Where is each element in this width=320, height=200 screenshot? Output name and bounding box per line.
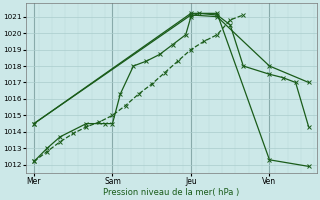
X-axis label: Pression niveau de la mer( hPa ): Pression niveau de la mer( hPa ) [103,188,239,197]
